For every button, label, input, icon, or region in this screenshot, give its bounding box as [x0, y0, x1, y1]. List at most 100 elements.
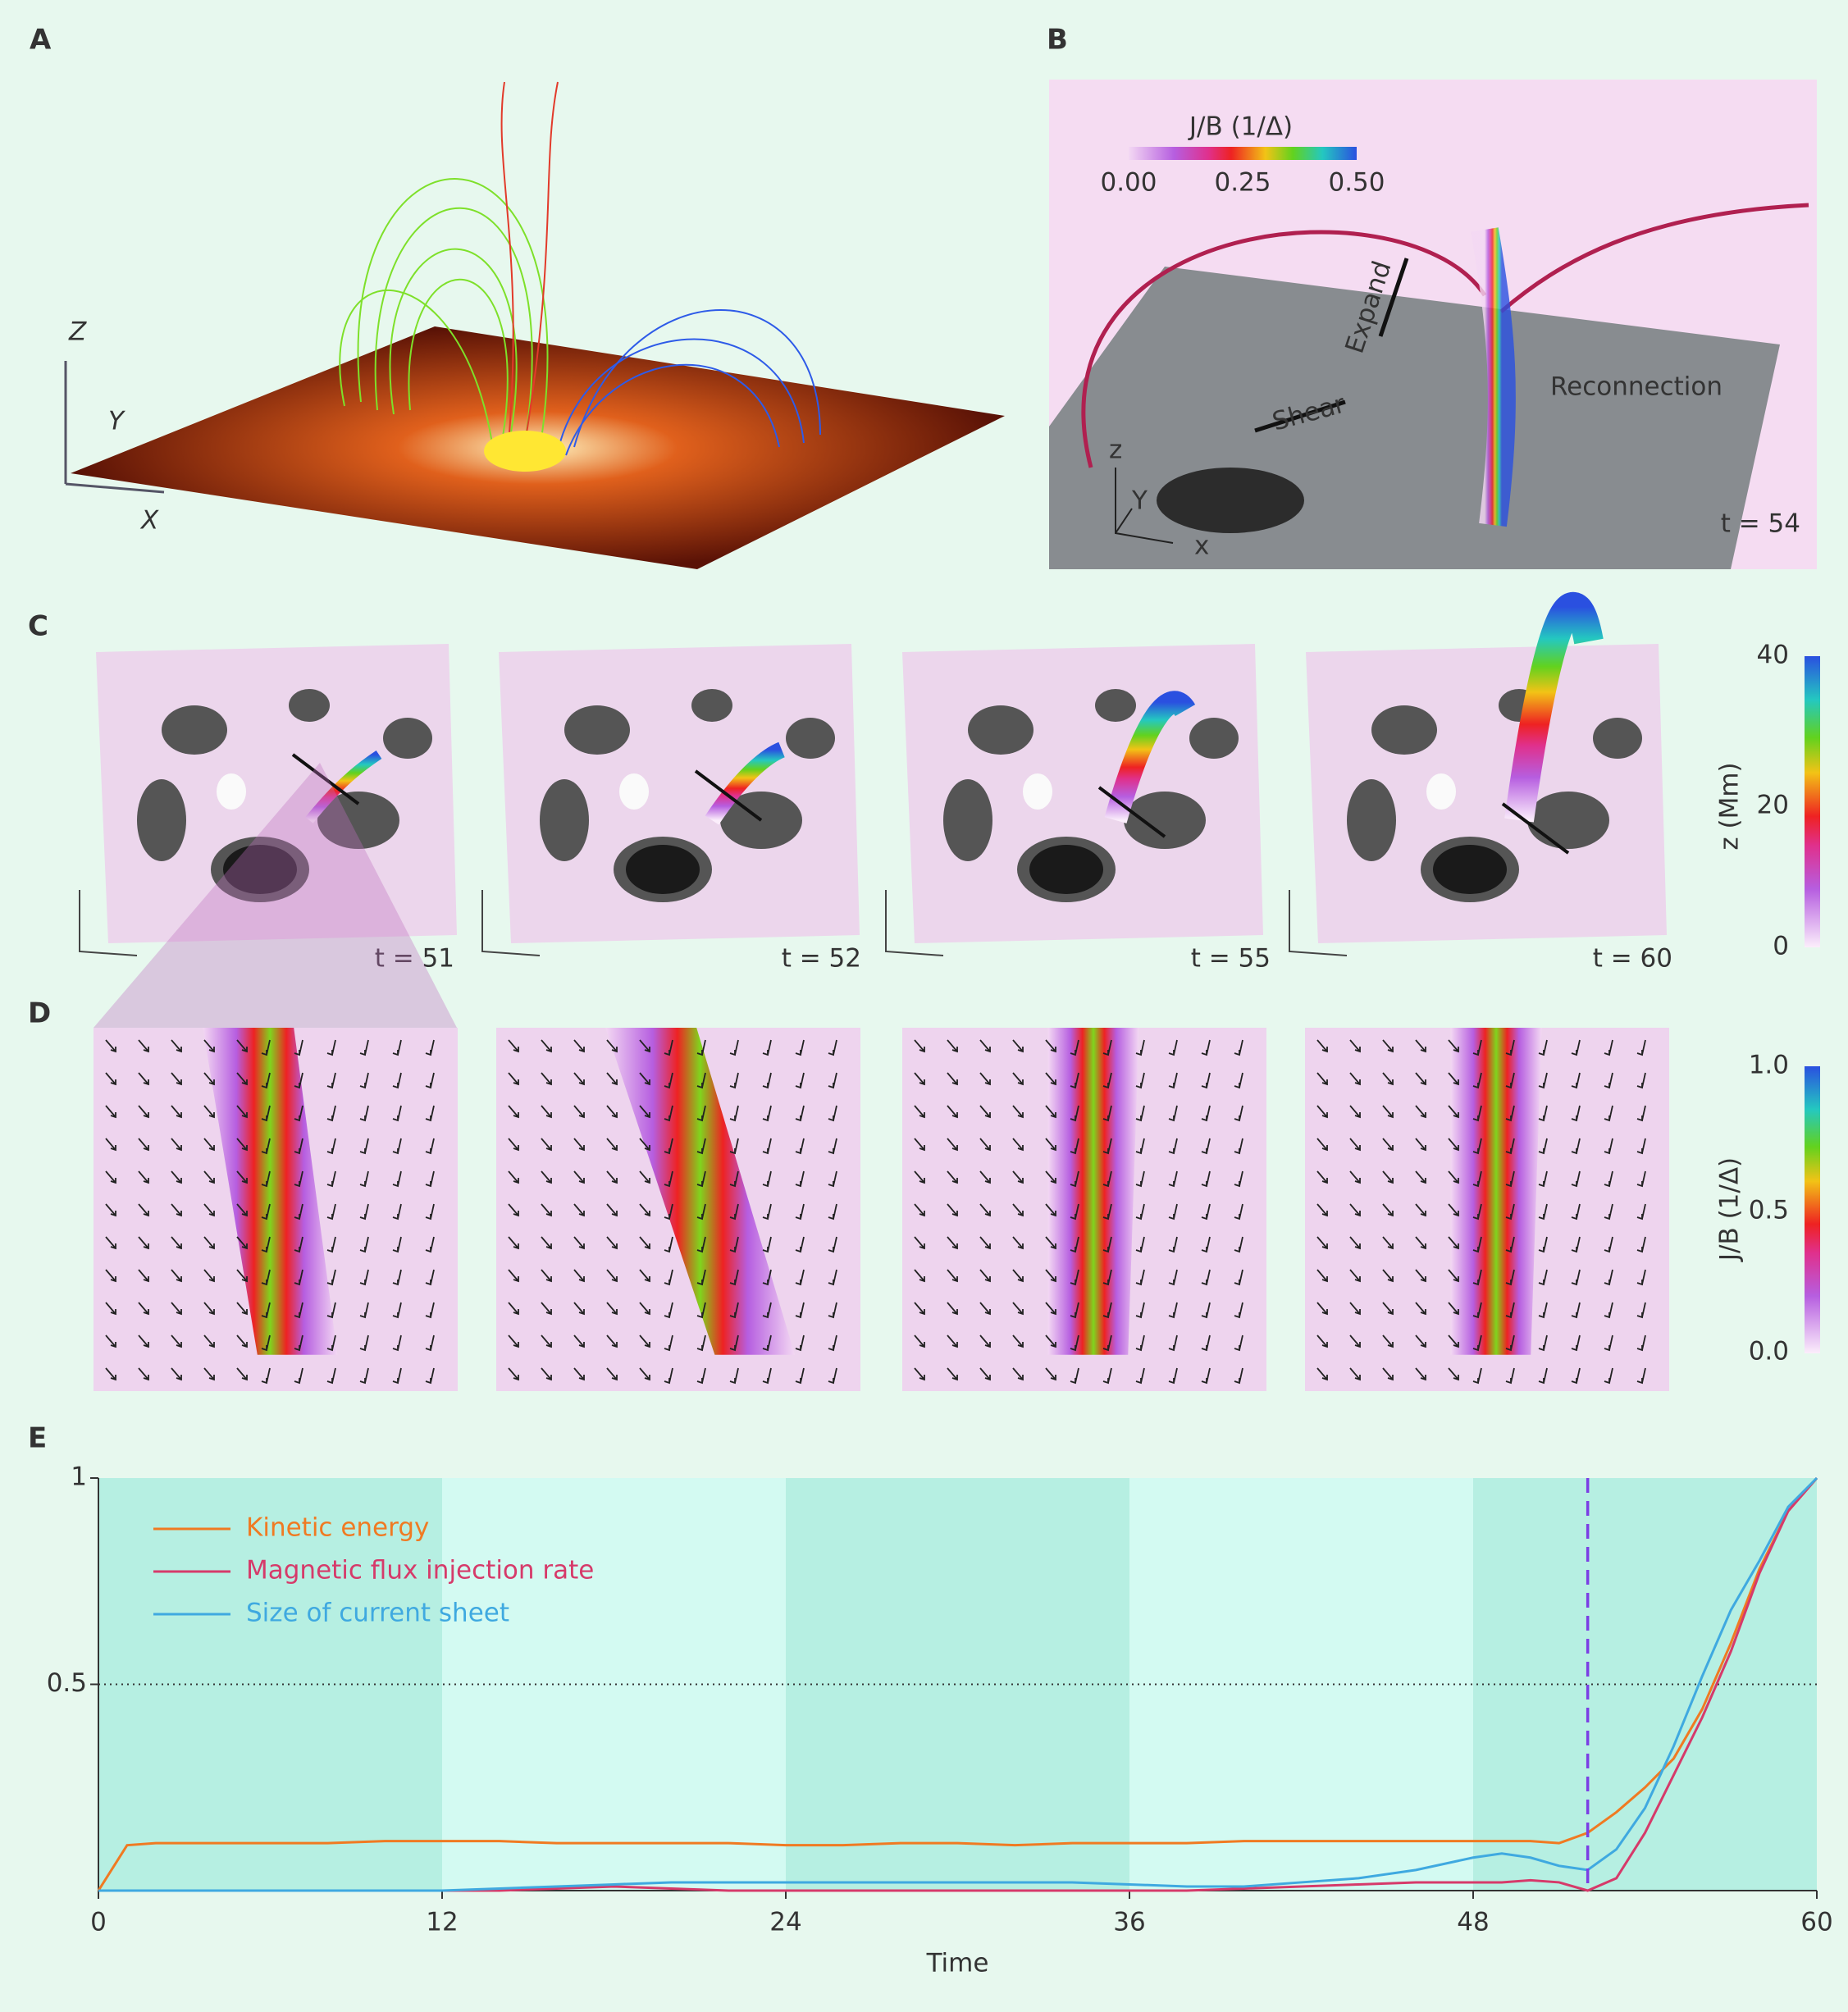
vector-arrow: [326, 1236, 336, 1253]
vector-arrow: [1472, 1334, 1482, 1352]
vector-arrow: [979, 1203, 991, 1217]
legend-label: Magnetic flux injection rate: [246, 1556, 594, 1585]
vector-arrow: [1415, 1138, 1426, 1152]
vector-arrow: [508, 1105, 519, 1119]
vector-arrow: [541, 1105, 552, 1119]
vector-arrow: [696, 1334, 706, 1352]
colorbar: [1805, 656, 1820, 947]
vector-arrow: [1070, 1170, 1079, 1188]
vector-arrow: [294, 1367, 303, 1385]
sunspot: [1593, 718, 1642, 759]
vector-arrow: [392, 1072, 402, 1089]
vector-arrow: [1201, 1170, 1211, 1188]
vector-arrow: [1604, 1105, 1613, 1122]
vector-arrow: [828, 1236, 837, 1253]
x-tick-label: 0: [90, 1908, 107, 1937]
vector-arrow: [326, 1072, 336, 1089]
vector-arrow: [1505, 1203, 1515, 1220]
axis-label: z: [1109, 436, 1122, 465]
panel-label: C: [28, 610, 48, 643]
vector-arrow: [1636, 1170, 1646, 1188]
vector-arrow: [795, 1269, 805, 1286]
vector-arrow: [696, 1367, 706, 1385]
vector-arrow: [359, 1170, 369, 1188]
vector-arrow: [762, 1367, 772, 1385]
vector-arrow: [105, 1105, 116, 1119]
vector-arrow: [508, 1203, 519, 1217]
band: [1129, 1478, 1473, 1891]
vector-arrow: [1571, 1203, 1581, 1220]
vector-arrow: [1571, 1367, 1581, 1385]
vector-arrow: [1538, 1039, 1548, 1056]
time-label: t = 51: [375, 944, 454, 974]
x-tick-label: 12: [426, 1908, 458, 1937]
vector-arrow: [947, 1170, 958, 1184]
vector-arrow: [947, 1334, 958, 1348]
vector-arrow: [639, 1203, 650, 1217]
vector-arrow: [696, 1039, 706, 1056]
vector-arrow: [696, 1105, 706, 1122]
vector-arrow: [261, 1302, 271, 1319]
vector-arrow: [261, 1039, 271, 1056]
vector-arrow: [947, 1269, 958, 1283]
vector-arrow: [1012, 1138, 1024, 1152]
band: [786, 1478, 1129, 1891]
vector-arrow: [1316, 1236, 1328, 1250]
vector-arrow: [914, 1072, 925, 1086]
vector-arrow: [261, 1072, 271, 1089]
vector-arrow: [1234, 1105, 1243, 1122]
vector-arrow: [508, 1367, 519, 1381]
vector-arrow: [1201, 1039, 1211, 1056]
vector-arrow: [795, 1203, 805, 1220]
bright-region: [1426, 773, 1456, 810]
vector-arrow: [1135, 1170, 1145, 1188]
vector-arrow: [729, 1170, 739, 1188]
vector-arrow: [1349, 1203, 1361, 1217]
vector-arrow: [639, 1302, 650, 1316]
vector-arrow: [1472, 1138, 1482, 1155]
vector-arrow: [664, 1072, 673, 1089]
vector-arrow: [762, 1269, 772, 1286]
axes-glyph: [1115, 468, 1174, 544]
vector-arrow: [171, 1203, 182, 1217]
vector-arrow: [1316, 1302, 1328, 1316]
vector-arrow: [425, 1138, 435, 1155]
vector-arrow: [105, 1203, 116, 1217]
vector-arrow: [914, 1367, 925, 1381]
vector-arrow: [664, 1236, 673, 1253]
vector-arrow: [1234, 1203, 1243, 1220]
vector-arrow: [1538, 1236, 1548, 1253]
vector-arrow: [261, 1105, 271, 1122]
vector-arrow: [1382, 1302, 1394, 1316]
vector-arrow: [171, 1138, 182, 1152]
vector-arrow: [261, 1203, 271, 1220]
vector-arrow: [696, 1072, 706, 1089]
sunspot: [786, 718, 835, 759]
vector-arrow: [1102, 1302, 1112, 1319]
vector-arrow: [1349, 1334, 1361, 1348]
vector-arrow: [1135, 1072, 1145, 1089]
vector-arrow: [541, 1072, 552, 1086]
vector-arrow: [606, 1203, 618, 1217]
vector-arrow: [1382, 1039, 1394, 1053]
colorbar-title: J/B (1/Δ): [1715, 1157, 1745, 1262]
panel-label: B: [1047, 24, 1068, 57]
vector-arrow: [664, 1039, 673, 1056]
vector-arrow: [1102, 1203, 1112, 1220]
vector-arrow: [1538, 1269, 1548, 1286]
vector-arrow: [639, 1236, 650, 1250]
axis-label: Y: [108, 407, 125, 436]
vector-arrow: [171, 1302, 182, 1316]
vector-arrow: [326, 1302, 336, 1319]
flux-rope: [1499, 203, 1809, 313]
vector-arrow: [1415, 1269, 1426, 1283]
vector-arrow: [664, 1138, 673, 1155]
panel-c: t = 51 t = 52 t = 55 t = 60: [79, 592, 1672, 1028]
vector-arrow: [138, 1105, 149, 1119]
colorbar-title: z (Mm): [1715, 762, 1745, 850]
vector-arrow: [1012, 1236, 1024, 1250]
vector-arrow: [359, 1138, 369, 1155]
vector-arrow: [1636, 1302, 1646, 1319]
vector-arrow: [1045, 1334, 1056, 1348]
